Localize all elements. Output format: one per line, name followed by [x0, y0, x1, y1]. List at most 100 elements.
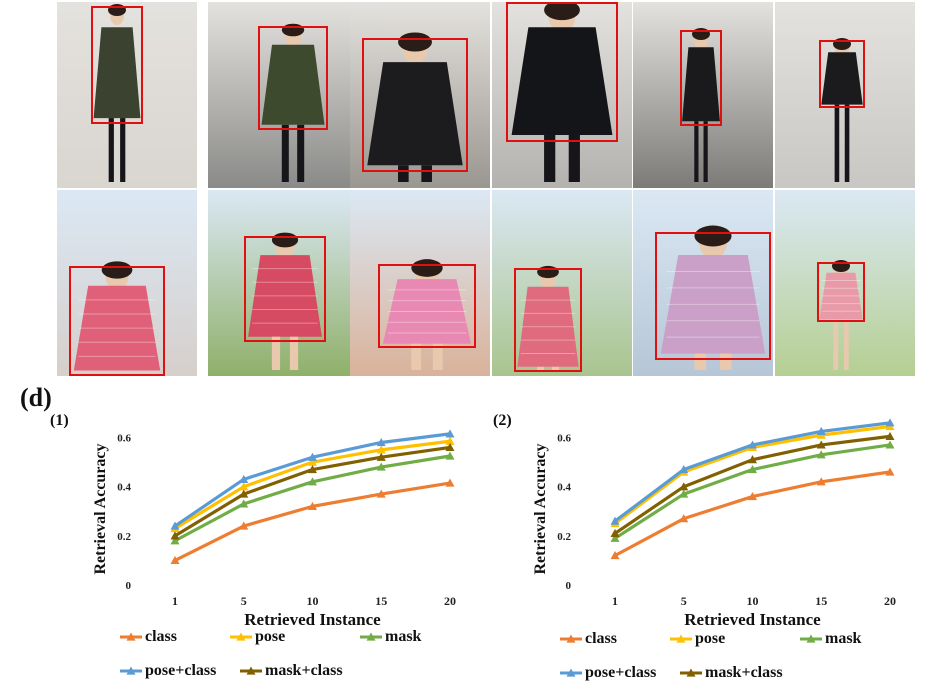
detection-box — [244, 236, 326, 342]
data-point-mask — [170, 536, 180, 545]
x-tick-label: 15 — [375, 594, 387, 608]
person-photo-icon — [492, 2, 632, 188]
data-point-pose-plus-class — [308, 452, 317, 461]
legend-label: pose+class — [585, 664, 657, 681]
person-photo-icon — [775, 190, 915, 376]
legend-swatch-icon — [360, 632, 382, 641]
y-tick-label: 0.4 — [557, 482, 571, 494]
data-point-class — [816, 477, 826, 486]
legend-swatch-icon — [240, 666, 262, 675]
data-point-mask — [885, 440, 895, 449]
legend-item-pose: pose — [230, 628, 285, 646]
legend-item-mask: mask — [360, 628, 421, 646]
photo-black-coat-lockers — [633, 2, 773, 188]
photo-olive-coat-hat — [208, 2, 350, 188]
x-tick-label: 10 — [747, 594, 759, 608]
photo-olive-coat-mirror — [57, 2, 197, 188]
chart-1-legend: class pose mask pose+class mask+class — [120, 628, 450, 688]
data-point-class — [239, 521, 249, 530]
data-point-pose-plus-class — [885, 418, 895, 427]
data-point-mask — [610, 533, 620, 542]
legend-item-class: class — [120, 628, 177, 646]
data-point-mask — [748, 465, 757, 474]
data-point-mask-plus-class — [748, 455, 757, 464]
legend-label: pose+class — [145, 662, 217, 679]
detection-box — [378, 264, 476, 348]
photo-pink-check-bicycle — [208, 190, 350, 376]
data-point-mask-plus-class — [308, 465, 317, 474]
photo-pink-check-fence — [492, 190, 632, 376]
detection-box — [258, 26, 328, 130]
retrieval-accuracy-chart-2: 0 0.2 0.4 0.6 1 5 10 15 20 Retrieved Instance Retr… — [520, 405, 920, 630]
legend-swatch-icon — [800, 634, 822, 643]
x-tick-label: 1 — [612, 594, 618, 608]
data-point-mask — [816, 450, 826, 459]
data-point-pose-plus-class — [170, 521, 180, 530]
legend-label: pose — [255, 628, 286, 645]
photo-pink-top-selfie — [350, 190, 490, 376]
data-point-pose-plus-class — [376, 437, 386, 447]
person-photo-icon — [492, 190, 632, 376]
photo-floral-dress-sitting — [633, 190, 773, 376]
chart-2-legend: class pose mask pose+class mask+class — [560, 630, 890, 690]
data-point-mask-plus-class — [610, 528, 620, 537]
legend-swatch-icon — [120, 666, 142, 675]
legend-label: class — [585, 630, 617, 647]
series-line-class — [614, 470, 891, 557]
data-point-class — [885, 467, 895, 476]
series-line-class — [174, 481, 451, 562]
person-photo-icon — [350, 190, 490, 376]
data-point-mask-plus-class — [239, 489, 249, 498]
data-point-class — [679, 514, 689, 523]
photo-black-coat-closeup — [492, 2, 632, 188]
legend-item-mask-plus-class: mask+class — [240, 662, 343, 680]
detection-box — [655, 232, 771, 360]
x-tick-label: 15 — [815, 594, 827, 608]
legend-label: pose — [695, 630, 726, 647]
legend-item-pose-plus-class: pose+class — [560, 664, 656, 682]
detection-box — [680, 30, 722, 126]
data-point-class — [376, 489, 386, 498]
legend-swatch-icon — [230, 632, 252, 641]
detection-box — [819, 40, 865, 108]
y-axis-title: Retrieval Accuracy — [92, 443, 109, 574]
person-photo-icon — [775, 2, 915, 188]
legend-item-mask-plus-class: mask+class — [680, 664, 783, 682]
legend-label: mask — [825, 630, 862, 647]
y-tick-label: 0.6 — [117, 433, 131, 445]
x-tick-label: 20 — [884, 594, 896, 608]
x-tick-label: 1 — [172, 594, 178, 608]
data-point-pose — [445, 436, 455, 445]
y-tick-label: 0 — [566, 580, 572, 592]
detection-box — [514, 268, 582, 372]
data-point-pose-plus-class — [610, 516, 620, 525]
legend-item-pose: pose — [670, 630, 725, 648]
data-point-mask — [679, 489, 689, 498]
data-point-mask-plus-class — [170, 531, 180, 540]
legend-label: mask+class — [705, 664, 783, 681]
x-axis-title: Retrieved Instance — [684, 610, 821, 629]
data-point-mask — [445, 451, 455, 460]
legend-item-mask: mask — [800, 630, 861, 648]
data-point-mask-plus-class — [445, 442, 455, 451]
detection-box — [817, 262, 865, 322]
retrieval-accuracy-chart-1: 0 0.2 0.4 0.6 1 5 10 15 20 Retrieved Instance Retr… — [80, 405, 480, 630]
photo-black-coat-street — [775, 2, 915, 188]
detection-box — [362, 38, 468, 172]
legend-swatch-icon — [560, 634, 582, 643]
legend-item-class: class — [560, 630, 617, 648]
detection-box — [69, 266, 165, 376]
y-tick-label: 0.2 — [117, 531, 131, 543]
photo-black-coat-hat — [350, 2, 490, 188]
y-tick-label: 0.2 — [557, 531, 571, 543]
data-point-class — [308, 501, 317, 510]
detection-box — [91, 6, 143, 124]
person-photo-icon — [57, 190, 197, 376]
x-tick-label: 20 — [444, 594, 456, 608]
x-tick-label: 5 — [241, 594, 247, 608]
data-point-mask-plus-class — [376, 452, 386, 461]
data-point-pose-plus-class — [445, 429, 455, 438]
photo-pink-check-selfie — [57, 190, 197, 376]
